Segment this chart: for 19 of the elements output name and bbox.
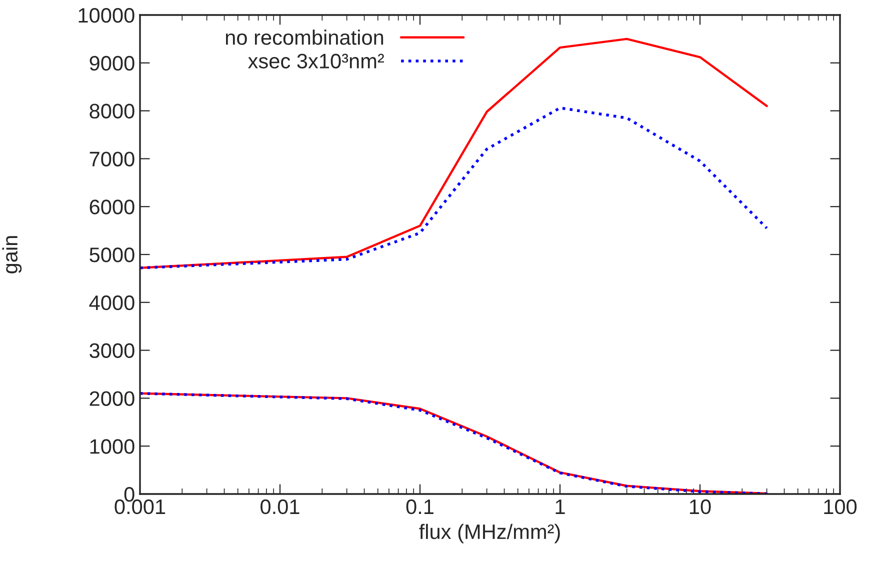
y-tick-label: 10000 bbox=[78, 8, 134, 23]
x-axis-title: flux (MHz/mm²) bbox=[419, 524, 560, 544]
y-axis-title: gain bbox=[2, 236, 22, 274]
y-tick-label: 3000 bbox=[90, 343, 134, 358]
x-tick-label: 100 bbox=[824, 499, 857, 514]
y-tick-label: 9000 bbox=[90, 56, 134, 71]
x-tick-label: 10 bbox=[690, 499, 711, 514]
x-tick-label: 0.01 bbox=[260, 499, 300, 514]
y-tick-label: 4000 bbox=[89, 295, 134, 310]
legend-label: xsec 3x10³nm² bbox=[248, 54, 384, 68]
y-tick-label: 6000 bbox=[90, 200, 134, 214]
y-tick-label: 8000 bbox=[90, 104, 134, 119]
x-tick-label: 1 bbox=[556, 500, 565, 514]
y-tick-label: 2000 bbox=[90, 391, 134, 406]
y-tick-label: 5000 bbox=[90, 248, 134, 262]
legend-label: no recombination bbox=[226, 30, 384, 45]
x-tick-label: 0.1 bbox=[406, 499, 434, 514]
y-tick-label: 7000 bbox=[90, 152, 134, 166]
y-tick-label: 1000 bbox=[90, 439, 134, 454]
